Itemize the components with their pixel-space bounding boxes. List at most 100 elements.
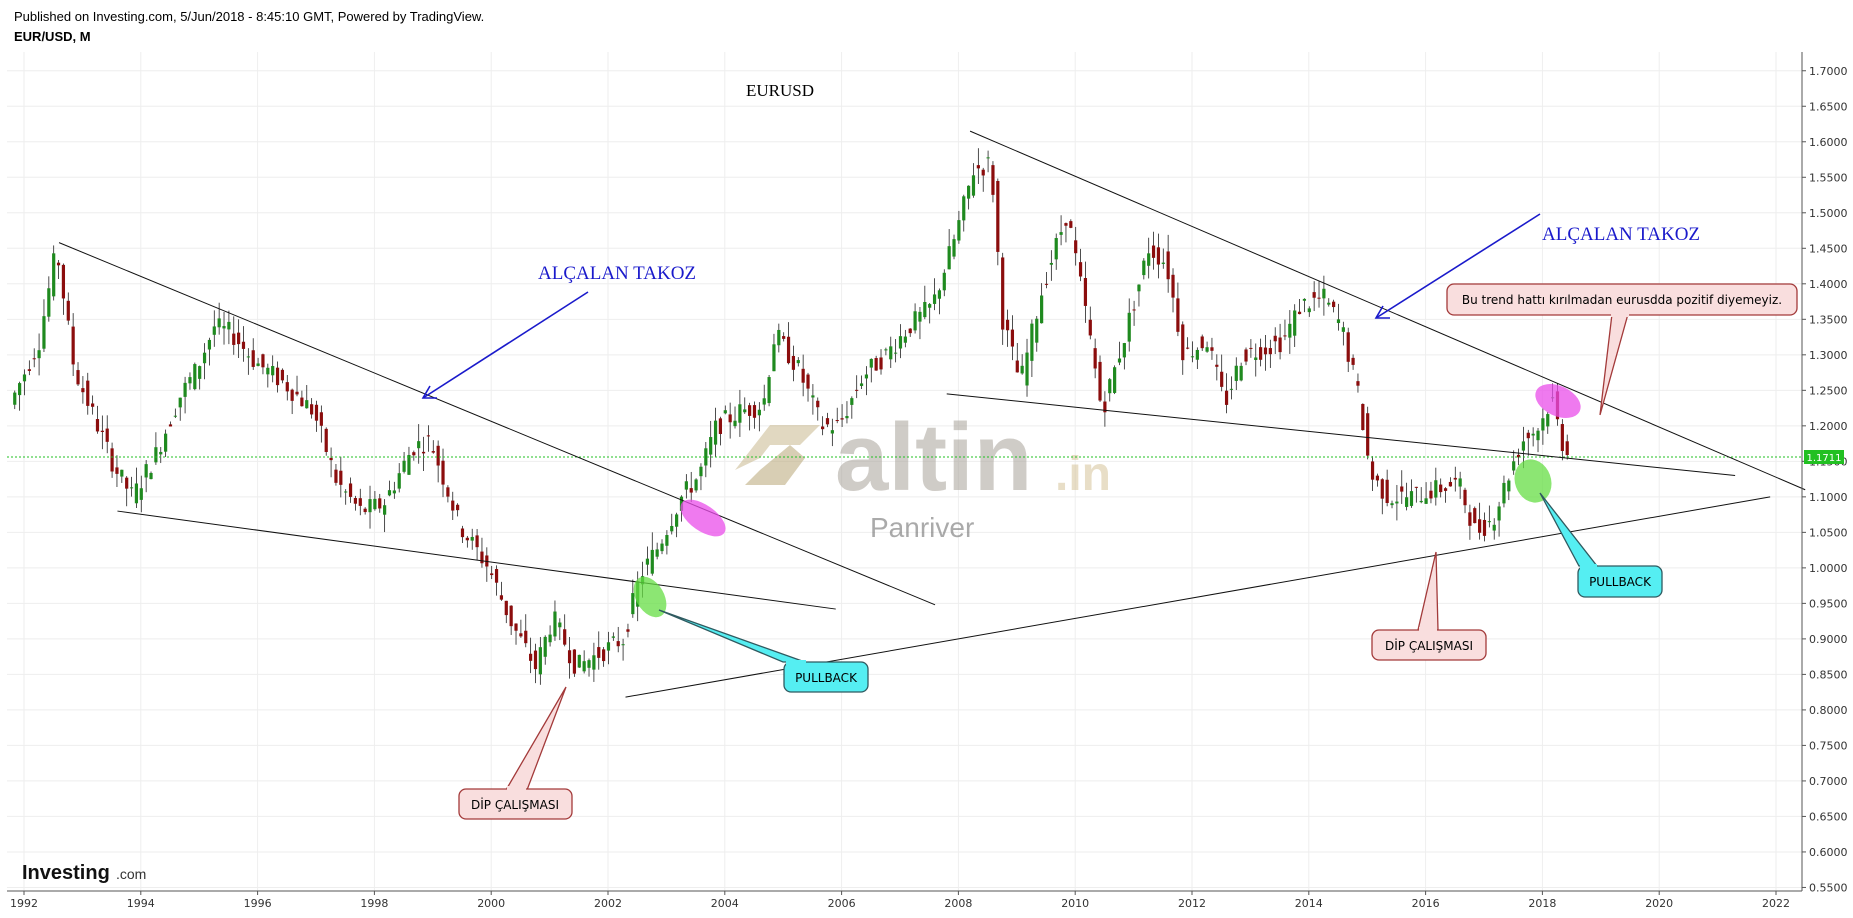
candle-body [884, 349, 888, 351]
x-tick-label: 2004 [711, 897, 739, 910]
symbol-label: EUR/USD, M [14, 29, 91, 44]
candle-body [1385, 479, 1389, 503]
candle-body [397, 473, 401, 489]
candle-body [898, 336, 903, 349]
candle-body [246, 356, 250, 358]
candle-body [611, 636, 615, 638]
candle-body [1098, 361, 1102, 401]
candle-body [475, 535, 479, 548]
candle-body [796, 360, 800, 364]
candle-body [947, 246, 951, 270]
candle-body [139, 488, 143, 500]
candle-body [1069, 221, 1073, 228]
candle-body [1210, 347, 1214, 351]
candle-body [806, 374, 810, 389]
candle-body [855, 389, 859, 391]
y-tick-label: 1.3000 [1809, 349, 1848, 362]
candle-body [1293, 310, 1297, 336]
candle-body [519, 633, 523, 637]
candle-body [1536, 430, 1540, 441]
candle-body [587, 660, 591, 668]
candle-body [563, 629, 567, 645]
x-tick-label: 2002 [594, 897, 622, 910]
candle-body [110, 448, 114, 472]
candle-body [232, 333, 236, 345]
candle-body [558, 622, 562, 628]
pink-ellipse-2003 [680, 499, 726, 537]
candle-body [27, 369, 31, 371]
candle-body [1375, 475, 1380, 481]
candle-body [616, 641, 620, 647]
y-axis[interactable]: 0.5500 0.6000 0.6500 0.7000 0.7500 0.8000 0.85… [1802, 65, 1848, 895]
wedge-label-1: ALÇALAN TAKOZ [538, 263, 696, 284]
candle-body [1049, 262, 1053, 265]
dip-2-text: DİP ÇALIŞMASI [1385, 638, 1473, 653]
candle-body [353, 498, 358, 504]
candle-body [1015, 360, 1019, 373]
candle-body [426, 435, 431, 437]
candle-body [300, 397, 304, 407]
candle-body [363, 508, 367, 513]
candle-body [762, 398, 766, 405]
candle-body [1366, 413, 1370, 456]
candle-body [845, 416, 849, 419]
candle-body [1468, 512, 1472, 526]
trendline [58, 242, 936, 606]
candle-body [1249, 347, 1253, 349]
candle-body [1093, 348, 1097, 369]
candle-body [1083, 278, 1088, 306]
chart-grid [7, 52, 1802, 891]
x-tick-label: 2022 [1762, 897, 1790, 910]
candle-body [660, 543, 664, 552]
chart-title: EURUSD [746, 81, 814, 100]
candle-body [538, 647, 542, 675]
candle-body [748, 405, 752, 416]
candle-body [32, 358, 36, 360]
candle-body [1224, 390, 1229, 405]
candle-body [431, 451, 435, 453]
candle-body [1361, 403, 1365, 430]
candle-body [1239, 365, 1243, 381]
candle-body [251, 350, 255, 367]
candle-body [202, 352, 207, 364]
candle-body [125, 477, 129, 489]
candle-body [383, 505, 387, 515]
y-tick-label: 0.7500 [1809, 739, 1848, 752]
candle-body [597, 647, 601, 658]
x-tick-label: 1998 [360, 897, 388, 910]
candle-body [879, 357, 883, 370]
candle-body [285, 382, 289, 392]
candle-body [592, 655, 596, 670]
candle-body [991, 165, 995, 195]
candle-body [1390, 503, 1394, 506]
candle-body [1419, 500, 1423, 503]
candle-body [1302, 298, 1307, 301]
candle-body [723, 410, 727, 414]
last-price-marker: 1.1711 [1804, 450, 1844, 464]
x-tick-label: 2014 [1295, 897, 1323, 910]
watermark-logo-icon [735, 425, 820, 470]
candle-body [1332, 301, 1336, 308]
candle-body [470, 536, 474, 541]
candle-body [869, 358, 873, 368]
candle-body [499, 595, 504, 600]
candle-body [1278, 337, 1282, 353]
candle-body [378, 498, 382, 509]
candle-body [115, 467, 119, 474]
callout-trend-text: Bu trend hattı kırılmadan eurusdda pozit… [1462, 293, 1782, 307]
y-tick-label: 0.6000 [1809, 846, 1848, 859]
candle-body [1234, 365, 1238, 381]
candle-body [772, 344, 776, 372]
candle-body [451, 500, 455, 511]
investing-logo[interactable]: Investing .com [22, 862, 146, 884]
candle-body [1434, 480, 1438, 498]
candle-body [602, 649, 606, 662]
candle-body [1531, 433, 1535, 436]
candle-body [198, 366, 202, 379]
candle-body [621, 644, 625, 646]
candle-body [577, 654, 581, 668]
candle-body [626, 629, 630, 632]
candle-body [1327, 302, 1331, 305]
y-tick-label: 1.7000 [1809, 65, 1848, 78]
